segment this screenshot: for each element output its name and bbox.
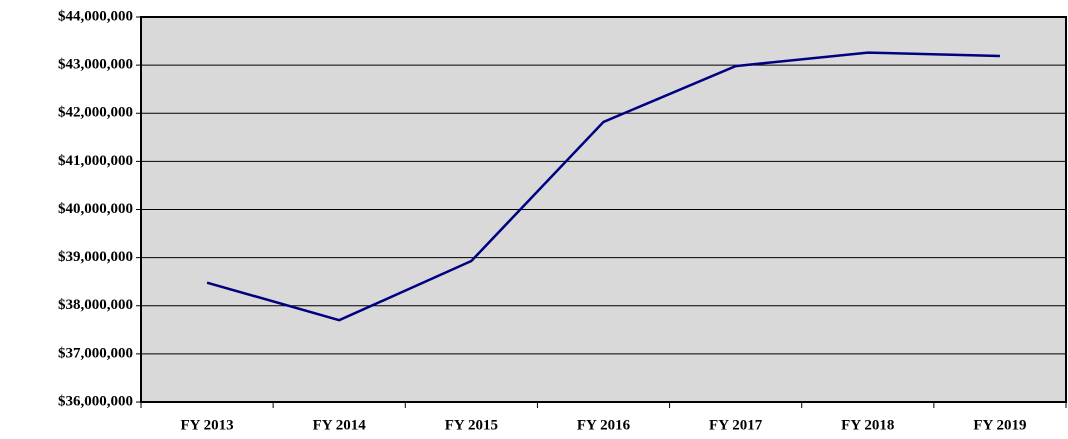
plot-border — [140, 16, 1067, 403]
data-line — [206, 51, 1000, 322]
x-tick-label: FY 2017 — [709, 417, 763, 433]
y-tick-label: $42,000,000 — [58, 105, 133, 121]
x-tick-label: FY 2019 — [973, 417, 1026, 433]
y-tick-label: $44,000,000 — [58, 8, 133, 24]
x-tick-label: FY 2016 — [577, 417, 631, 433]
y-tick-label: $39,000,000 — [58, 249, 133, 265]
y-tick-label: $38,000,000 — [58, 297, 133, 313]
y-tick-label: $36,000,000 — [58, 393, 133, 409]
x-tick-label: FY 2018 — [841, 417, 894, 433]
y-tick-label: $40,000,000 — [58, 201, 133, 217]
y-tick-label: $41,000,000 — [58, 153, 133, 169]
x-tick-label: FY 2015 — [445, 417, 498, 433]
x-tick-label: FY 2014 — [313, 417, 367, 433]
x-tick-label: FY 2013 — [180, 417, 233, 433]
y-tick-label: $43,000,000 — [58, 57, 133, 73]
y-tick-label: $37,000,000 — [58, 345, 133, 361]
